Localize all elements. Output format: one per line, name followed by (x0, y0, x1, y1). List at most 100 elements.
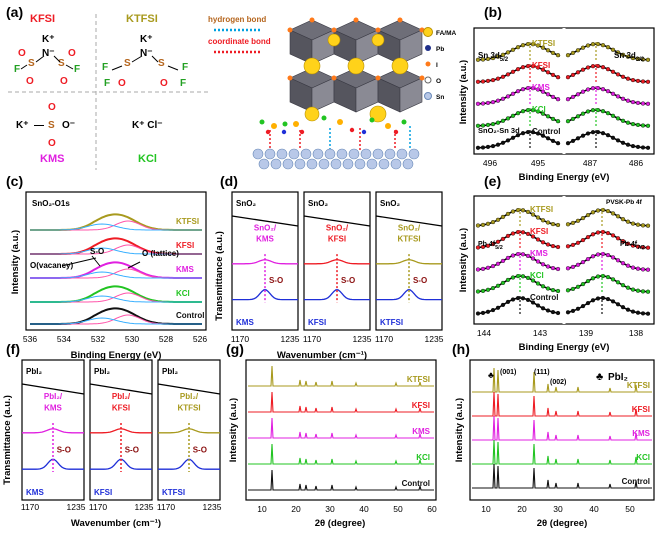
xps-point (535, 65, 541, 70)
xps-point (645, 267, 651, 272)
xps-point (490, 220, 496, 225)
xps-point (645, 101, 651, 106)
tick-label: 528 (159, 334, 173, 344)
panel-h-ylabel: Intensity (a.u.) (454, 398, 465, 462)
xps-point (540, 240, 546, 245)
xps-point (565, 266, 571, 271)
oxygen-label: O (48, 102, 56, 113)
kcl-molecule: K⁺ Cl⁻ KCl (132, 120, 163, 165)
xps-point (645, 245, 651, 250)
xps-point (520, 109, 526, 114)
xps-point (615, 280, 621, 285)
xps-point (625, 219, 631, 224)
xps-point (550, 50, 556, 55)
xps-point (480, 266, 486, 271)
xps-point (605, 111, 611, 116)
xps-point (590, 130, 596, 135)
sn-3d52-label: Sn 3d5/2 (478, 51, 509, 63)
ftir-label-line1: PbI₂/ (44, 392, 63, 401)
xps-point (645, 311, 651, 316)
xps-point (475, 79, 481, 84)
xps-point (600, 65, 606, 70)
xps-point (480, 145, 486, 150)
xps-point (570, 308, 576, 313)
xps-point (625, 120, 631, 125)
xrd-trace (472, 367, 652, 393)
xps-point (555, 222, 561, 228)
panel-c-ticks: 536 534 532 530 528 526 (23, 334, 207, 344)
xps-point (580, 45, 586, 50)
tick-label: 144 (477, 328, 491, 338)
xps-point (550, 288, 556, 293)
xps-point (475, 101, 481, 106)
peak-111-label: (111) (534, 369, 550, 376)
xps-point (605, 67, 611, 72)
kms-molecule: K⁺ S O⁻ O O — KMS (16, 102, 75, 165)
ktfsi-molecule: K⁺ N⁻ S S F F F F O O (102, 34, 188, 89)
xps-point (500, 302, 506, 307)
sno2-sn3d-label: SnO₂-Sn 3d (478, 126, 520, 135)
xps-point (585, 87, 591, 92)
panel-h: (h) Intensity (a.u.) 2θ (degree) 10 20 30 4… (452, 341, 655, 529)
xps-point (495, 120, 501, 125)
xps-point (620, 239, 626, 244)
xps-point (495, 239, 501, 244)
xps-point (520, 252, 526, 257)
xps-point (525, 231, 531, 236)
series-label-kfsi: KFSI (176, 241, 194, 250)
xps-point (640, 145, 646, 150)
xps-point (590, 298, 596, 303)
pb-swatch (425, 45, 431, 51)
fit-component (30, 223, 202, 231)
series-label-control: Control (176, 311, 204, 320)
xps-point (530, 108, 536, 113)
xps-point (625, 54, 631, 59)
xps-point (625, 142, 631, 147)
xrd-trace (472, 415, 652, 441)
sulfur-label: S (58, 58, 65, 69)
xps-point (550, 72, 556, 77)
xps-point (550, 138, 556, 143)
xps-point (510, 209, 516, 214)
series-label-kms: KMS (532, 83, 550, 92)
xrd-trace (472, 391, 652, 417)
xps-point (535, 43, 541, 48)
ftir-label-line2: KMS (256, 235, 274, 244)
xrd-trace (472, 439, 652, 465)
xps-point (595, 85, 601, 91)
xps-point (520, 43, 526, 48)
xps-point (545, 136, 551, 141)
xps-point (555, 310, 561, 316)
xrd-trace (472, 463, 652, 489)
ftir-label-line2: KMS (44, 403, 62, 412)
xps-point (555, 244, 561, 250)
xps-point (515, 111, 521, 116)
xps-point (500, 236, 506, 241)
xps-point (610, 233, 616, 238)
tick-label: 1170 (303, 334, 322, 344)
xps-point (605, 209, 611, 214)
xps-point (540, 89, 546, 94)
xps-point (615, 94, 621, 99)
xps-point (635, 310, 641, 315)
xps-point (625, 285, 631, 290)
ftir-subplot-title: SnO₂ (380, 199, 400, 208)
xps-point (530, 212, 536, 217)
kms-title: KMS (40, 153, 64, 165)
xps-point (495, 261, 501, 266)
perovskite-lattice (252, 17, 425, 170)
xps-point (555, 141, 561, 146)
xps-point (550, 244, 556, 249)
tick-label: 143 (533, 328, 547, 338)
panel-c-title: SnO₂-O1s (32, 199, 70, 208)
series-label-ktfsi: KTFSI (176, 217, 199, 226)
xps-point (630, 77, 636, 83)
panel-g-curves: KTFSI KFSI KMS KCl Control (248, 365, 434, 491)
tick-label: 1235 (135, 502, 154, 512)
xps-point (490, 242, 496, 247)
o-ion-label: O⁻ (62, 120, 75, 131)
panel-c: (c) SnO₂-O1s Intensity (a.u.) Binding En… (6, 173, 207, 361)
tick-label: 30 (553, 504, 563, 514)
xps-point (595, 41, 601, 47)
xps-point (510, 231, 516, 236)
